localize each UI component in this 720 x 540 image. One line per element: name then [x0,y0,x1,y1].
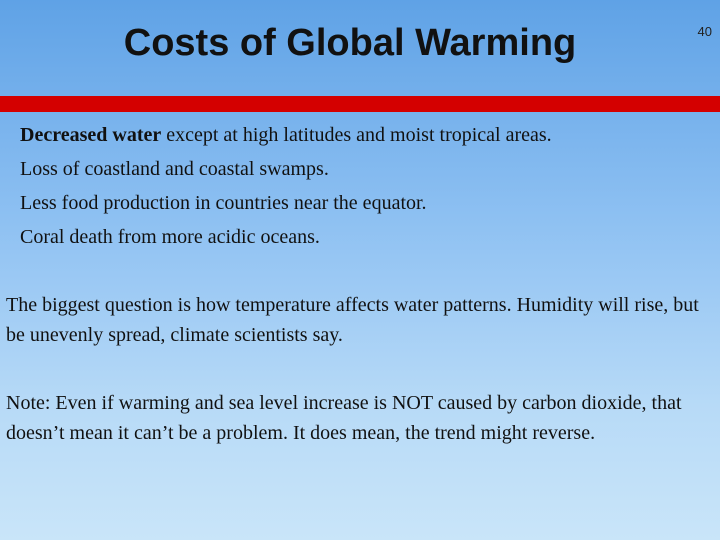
bullet-text: except at high latitudes and moist tropi… [161,124,552,146]
bullet-text: Coral death from more acidic oceans. [20,226,320,248]
bullet-lead: Decreased water [20,124,162,146]
slide-title: Costs of Global Warming [123,22,577,64]
slide-number: 40 [697,24,712,39]
bullet-item: Loss of coastland and coastal swamps. [20,152,710,186]
bullet-text: Loss of coastland and coastal swamps. [20,158,329,180]
note-paragraph: Note: Even if warming and sea level incr… [6,392,682,444]
bullet-item: Less food production in countries near t… [20,186,710,220]
bullet-item: Decreased water except at high latitudes… [20,118,710,152]
bullet-list: Decreased water except at high latitudes… [20,118,710,254]
body-paragraph: The biggest question is how temperature … [6,294,699,346]
bullet-text: Less food production in countries near t… [20,192,427,214]
bullet-item: Coral death from more acidic oceans. [20,220,710,254]
title-divider-bar [0,96,720,112]
